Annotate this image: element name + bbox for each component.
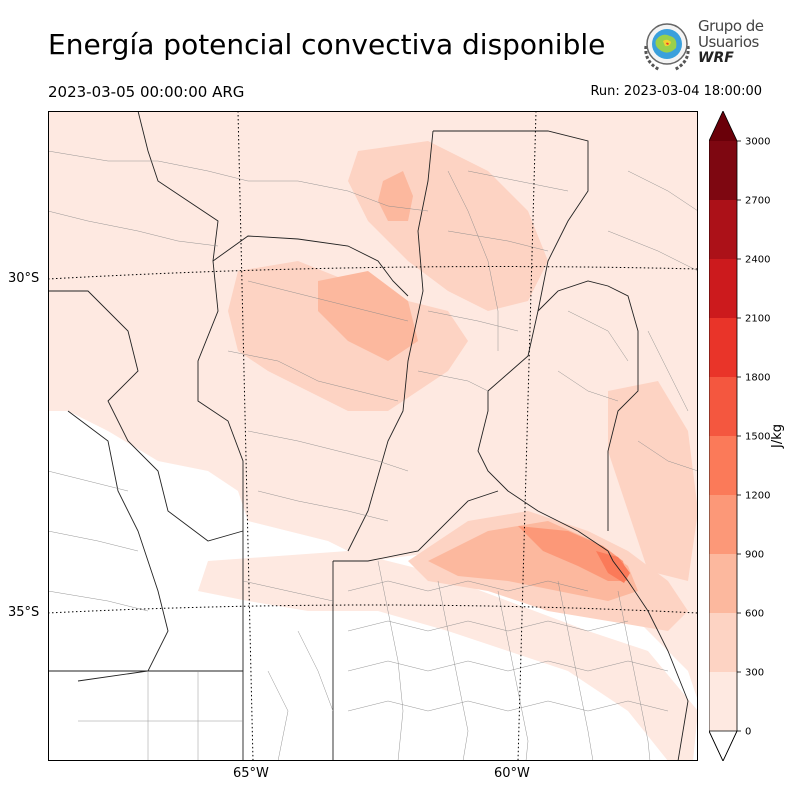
logo-line-2: Usuarios bbox=[698, 33, 759, 51]
colorbar-tick-label: 1200 bbox=[745, 491, 770, 502]
colorbar-band bbox=[709, 141, 737, 200]
colorbar-tick-label: 2400 bbox=[745, 255, 770, 266]
colorbar-band bbox=[709, 495, 737, 554]
colorbar-extend-arrow bbox=[709, 111, 737, 141]
colorbar-band bbox=[709, 318, 737, 377]
colorbar-tick-label: 0 bbox=[745, 727, 751, 738]
cape-shading bbox=[48, 111, 698, 761]
run-time: Run: 2023-03-04 18:00:00 bbox=[590, 84, 762, 99]
cape-mid-east bbox=[608, 381, 698, 581]
wrf-logo: Grupo de Usuarios WRF bbox=[638, 16, 768, 76]
colorbar-tick-label: 3000 bbox=[745, 137, 770, 148]
cape-high-blob bbox=[378, 171, 413, 221]
logo-line-1: Grupo de bbox=[698, 17, 764, 35]
colorbar-band bbox=[709, 200, 737, 259]
valid-time: 2023-03-05 00:00:00 ARG bbox=[48, 83, 245, 101]
province-boundaries bbox=[48, 111, 689, 761]
colorbar-bottom-arrow bbox=[709, 730, 738, 761]
colorbar-tick-label: 600 bbox=[745, 609, 764, 620]
colorbar-unit: J/kg bbox=[770, 424, 785, 449]
globe-laurel-icon bbox=[644, 23, 690, 72]
colorbar-tick-label: 300 bbox=[745, 668, 764, 679]
colorbar-band bbox=[709, 377, 737, 436]
graticule bbox=[48, 111, 698, 761]
lon-label-60w: 60°W bbox=[494, 766, 530, 781]
colorbar-band bbox=[709, 259, 737, 318]
colorbar-band bbox=[709, 436, 737, 495]
department-boundaries bbox=[48, 150, 698, 761]
colorbar-tick-label: 2700 bbox=[745, 196, 770, 207]
lat-label-30s: 30°S bbox=[8, 271, 40, 286]
lon-label-65w: 65°W bbox=[233, 766, 269, 781]
cape-light-south bbox=[198, 551, 698, 761]
colorbar: 0 300 600 900 1200 1500 1800 2100 2400 2700 3000 J… bbox=[709, 111, 785, 761]
lat-label-35s: 35°S bbox=[8, 605, 40, 620]
colorbar-bands bbox=[709, 141, 737, 731]
colorbar-tick-label: 1500 bbox=[745, 432, 770, 443]
cape-peak-coast bbox=[518, 526, 628, 581]
colorbar-tick-label: 900 bbox=[745, 550, 764, 561]
colorbar-ticks: 0 300 600 900 1200 1500 1800 2100 2400 2700 3000 bbox=[737, 137, 770, 738]
cape-high-center bbox=[318, 271, 418, 361]
map-title: Energía potencial convectiva disponible bbox=[48, 28, 606, 61]
colorbar-tick-label: 2100 bbox=[745, 314, 770, 325]
logo-line-3: WRF bbox=[698, 50, 734, 66]
colorbar-band bbox=[709, 672, 737, 731]
cape-peak-spot bbox=[596, 551, 630, 583]
colorbar-tick-label: 1800 bbox=[745, 373, 770, 384]
colorbar-band bbox=[709, 613, 737, 672]
colorbar-band bbox=[709, 554, 737, 613]
cape-map bbox=[48, 111, 698, 761]
